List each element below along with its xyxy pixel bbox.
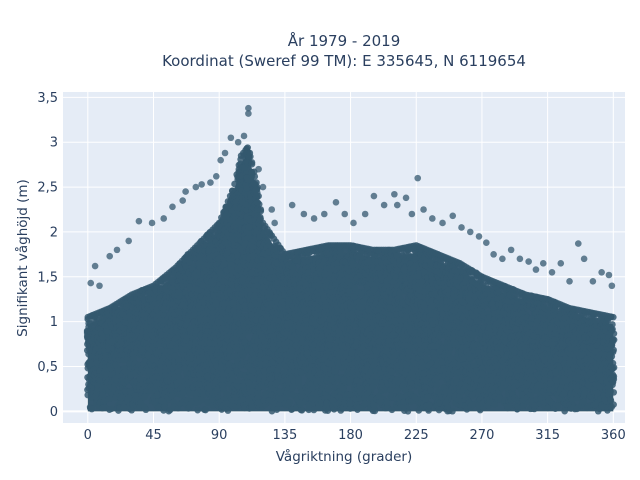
data-point xyxy=(339,385,347,393)
data-point xyxy=(325,386,332,393)
data-point xyxy=(120,404,128,411)
data-point xyxy=(212,299,220,306)
data-point xyxy=(290,264,297,272)
data-point xyxy=(108,405,115,413)
data-point xyxy=(94,382,102,389)
data-point xyxy=(99,334,107,341)
data-point xyxy=(248,404,256,412)
data-point xyxy=(142,406,150,414)
data-point xyxy=(84,386,91,394)
data-point xyxy=(202,406,209,414)
data-point xyxy=(289,382,297,390)
data-point xyxy=(273,406,281,413)
data-point xyxy=(194,406,201,414)
data-point xyxy=(296,398,304,406)
data-point xyxy=(324,407,332,414)
data-point xyxy=(246,149,254,157)
data-point xyxy=(295,375,302,383)
data-point xyxy=(348,349,356,357)
data-point xyxy=(298,406,306,414)
data-point xyxy=(248,159,256,166)
data-point xyxy=(254,199,262,206)
data-points xyxy=(83,104,618,415)
data-point xyxy=(88,405,96,413)
data-point xyxy=(253,179,260,186)
data-point xyxy=(245,223,253,231)
data-point xyxy=(93,359,100,367)
data-point xyxy=(128,406,135,414)
data-point xyxy=(257,206,265,213)
data-point xyxy=(255,192,262,200)
